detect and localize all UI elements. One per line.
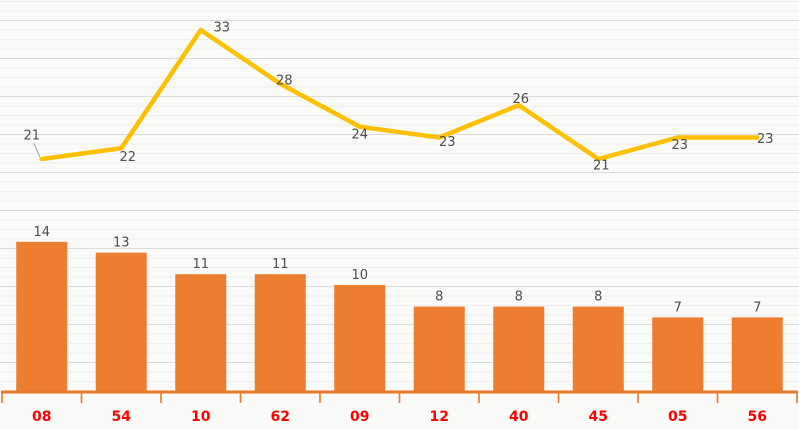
bar-value-label: 14 [33,225,50,240]
line-point-label: 33 [213,21,230,36]
category-axis-label: 54 [112,409,132,425]
category-axis-label: 45 [589,409,608,425]
bar [731,317,783,393]
bar-value-label: 11 [192,257,209,272]
bar-value-label: 8 [435,290,443,305]
bar-value-label: 10 [351,268,368,283]
bar [572,306,624,393]
bar [413,306,465,393]
line-series-path [39,27,760,162]
line-point-label: 23 [757,132,774,147]
bar [16,241,68,393]
bar [254,274,306,393]
line-point-label: 23 [439,135,456,150]
bar-value-label: 7 [753,300,761,315]
bar-value-label: 13 [113,236,130,251]
bar [493,306,545,393]
bar-value-label: 8 [594,290,602,305]
line-point-label: 22 [119,150,136,165]
category-axis-label: 09 [350,409,369,425]
category-axis-label: 08 [32,409,51,425]
line-point-label: 24 [351,127,368,142]
category-axis-label: 62 [271,409,290,425]
bar [652,317,704,393]
bar-value-label: 7 [674,300,682,315]
line-point-label: 21 [593,159,610,174]
category-axis-label: 05 [668,409,687,425]
category-axis-label: 10 [191,409,211,425]
category-axis-label: 40 [509,409,529,425]
line-point-label: 23 [671,138,688,153]
bar-value-label: 11 [272,257,289,272]
bar-value-label: 8 [515,290,523,305]
bar [334,285,386,393]
line-point-label: 21 [23,129,40,144]
bar [175,274,227,393]
category-axis-label: 12 [430,409,449,425]
line-point-label: 26 [512,92,529,107]
bar [95,252,147,393]
line-point-label: 28 [276,73,293,88]
category-axis-label: 56 [748,409,767,425]
label-leader-line [33,142,41,158]
